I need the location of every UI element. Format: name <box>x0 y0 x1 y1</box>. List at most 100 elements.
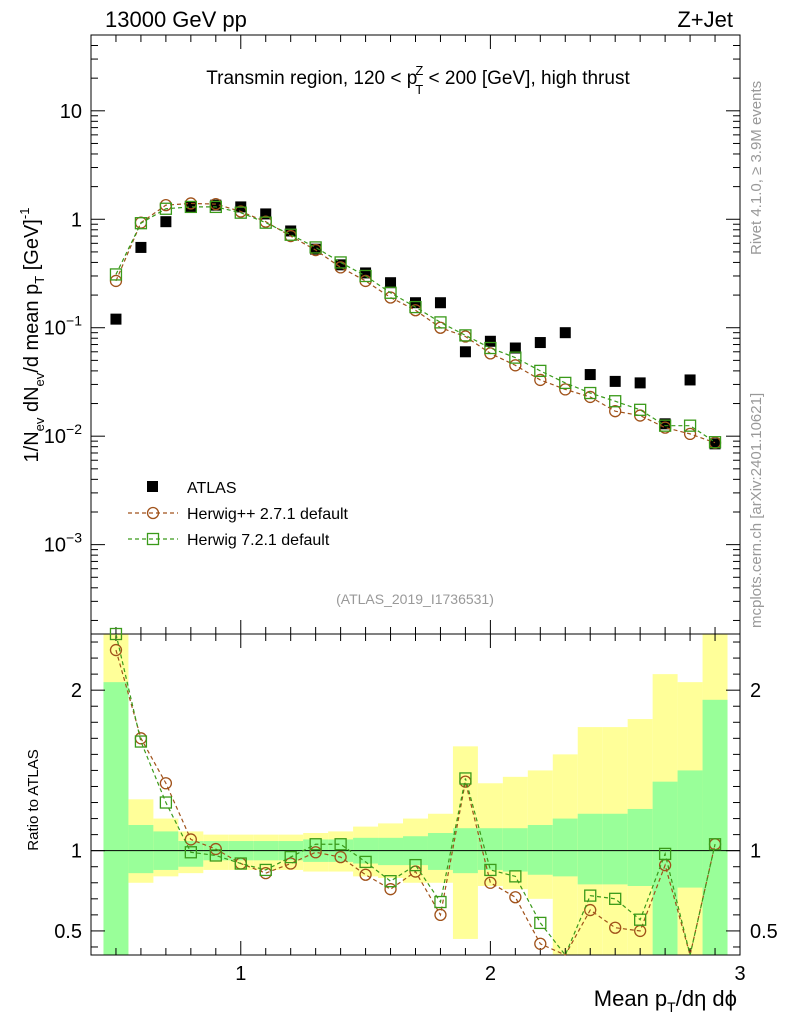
ratio-point <box>609 921 622 934</box>
band-stat <box>627 808 653 886</box>
data-point <box>484 335 496 347</box>
series-line-main <box>115 206 716 443</box>
ratio-y-axis-label: Ratio to ATLAS <box>25 749 42 850</box>
band-stat <box>427 833 453 870</box>
data-point <box>708 436 722 449</box>
data-point <box>335 259 347 271</box>
ratio-point <box>509 891 522 904</box>
ratio-point <box>159 777 173 790</box>
data-point <box>259 216 272 229</box>
data-point <box>184 200 197 214</box>
chart-title: Transmin region, 120 < pZ T < 200 [GeV], … <box>206 63 630 97</box>
data-point <box>659 418 671 430</box>
band-stat <box>378 837 404 866</box>
data-point <box>484 341 497 355</box>
data-point <box>609 375 621 387</box>
ratio-point <box>384 883 397 896</box>
legend-marker-herwigpp <box>146 506 160 520</box>
y-tick-label: 10−1 <box>44 313 82 340</box>
ratio-point <box>159 796 173 809</box>
ratio-point <box>384 875 397 888</box>
data-point <box>360 267 372 279</box>
data-point <box>135 241 147 253</box>
data-point <box>159 202 173 215</box>
ratio-point <box>109 627 123 641</box>
data-point <box>609 395 622 408</box>
data-point <box>209 200 222 214</box>
band-stat <box>702 699 728 955</box>
series-line-ratio <box>115 649 716 956</box>
ratio-point <box>334 850 347 864</box>
data-point <box>234 206 247 219</box>
data-point <box>160 216 172 228</box>
data-point <box>310 243 322 255</box>
ratio-point <box>409 858 422 872</box>
data-point <box>584 369 596 381</box>
band-stat <box>677 770 703 888</box>
data-point <box>559 327 571 339</box>
band-stat <box>527 824 553 875</box>
ratio-point <box>534 916 547 930</box>
data-point <box>559 383 572 396</box>
data-point <box>309 241 322 254</box>
x-axis-label: Mean pT/dη dϕ <box>594 986 737 1015</box>
ratio-point <box>209 849 222 862</box>
data-point <box>109 268 123 281</box>
data-point <box>559 376 572 390</box>
ratio-point <box>584 889 597 902</box>
data-point <box>410 297 421 309</box>
x-tick-label: 3 <box>734 963 745 985</box>
data-point <box>709 438 721 450</box>
ratio-point <box>484 876 497 889</box>
ratio-point <box>584 903 597 917</box>
data-point <box>185 201 197 213</box>
data-point <box>634 377 646 389</box>
data-point <box>284 228 297 241</box>
data-point <box>409 300 422 314</box>
band-stat <box>602 813 628 885</box>
ratio-point <box>534 937 547 950</box>
ratio-point <box>459 772 472 785</box>
ratio-point <box>334 838 347 851</box>
data-point <box>459 329 472 342</box>
ratio-y-tick-label-right: 1 <box>750 841 761 863</box>
series-2 <box>109 200 722 957</box>
ratio-point <box>134 735 148 748</box>
ratio-point <box>708 838 722 851</box>
data-point <box>534 373 547 387</box>
ratio-point <box>309 838 322 851</box>
ratio-y-tick-label: 1 <box>71 841 82 863</box>
ratio-y-tick-label: 2 <box>71 680 82 702</box>
data-point <box>385 277 397 289</box>
ratio-point <box>609 892 622 905</box>
ratio-point <box>284 850 297 864</box>
ratio-point <box>309 846 322 859</box>
data-point <box>634 403 647 416</box>
band-stat <box>652 781 678 955</box>
data-point <box>434 297 446 309</box>
legend-label-herwig7: Herwig 7.2.1 default <box>187 532 330 549</box>
analysis-label: (ATLAS_2019_I1736531) <box>336 591 494 607</box>
data-point <box>110 313 122 325</box>
band-stat <box>103 682 129 955</box>
ratio-y-tick-label: 0.5 <box>54 921 82 943</box>
data-point <box>658 419 672 432</box>
band-stat <box>552 818 578 877</box>
ratio-point <box>484 863 497 877</box>
process-label: Z+Jet <box>677 7 733 32</box>
ratio-point <box>409 865 422 878</box>
series-layer <box>109 197 722 957</box>
y-axis-label: 1/Nev dNev/d mean pT [GeV]-1 <box>17 208 47 463</box>
data-point <box>509 342 521 354</box>
data-point <box>534 364 547 378</box>
ratio-uncertainty-bands <box>103 634 728 955</box>
data-point <box>209 197 222 211</box>
data-point <box>509 359 522 372</box>
data-point <box>434 316 447 329</box>
series-line-main <box>115 202 716 444</box>
data-point <box>509 351 522 364</box>
data-point <box>609 405 622 418</box>
rivet-label: Rivet 4.1.0, ≥ 3.9M events <box>748 81 765 255</box>
ratio-point <box>109 643 123 657</box>
ratio-point <box>209 842 222 856</box>
